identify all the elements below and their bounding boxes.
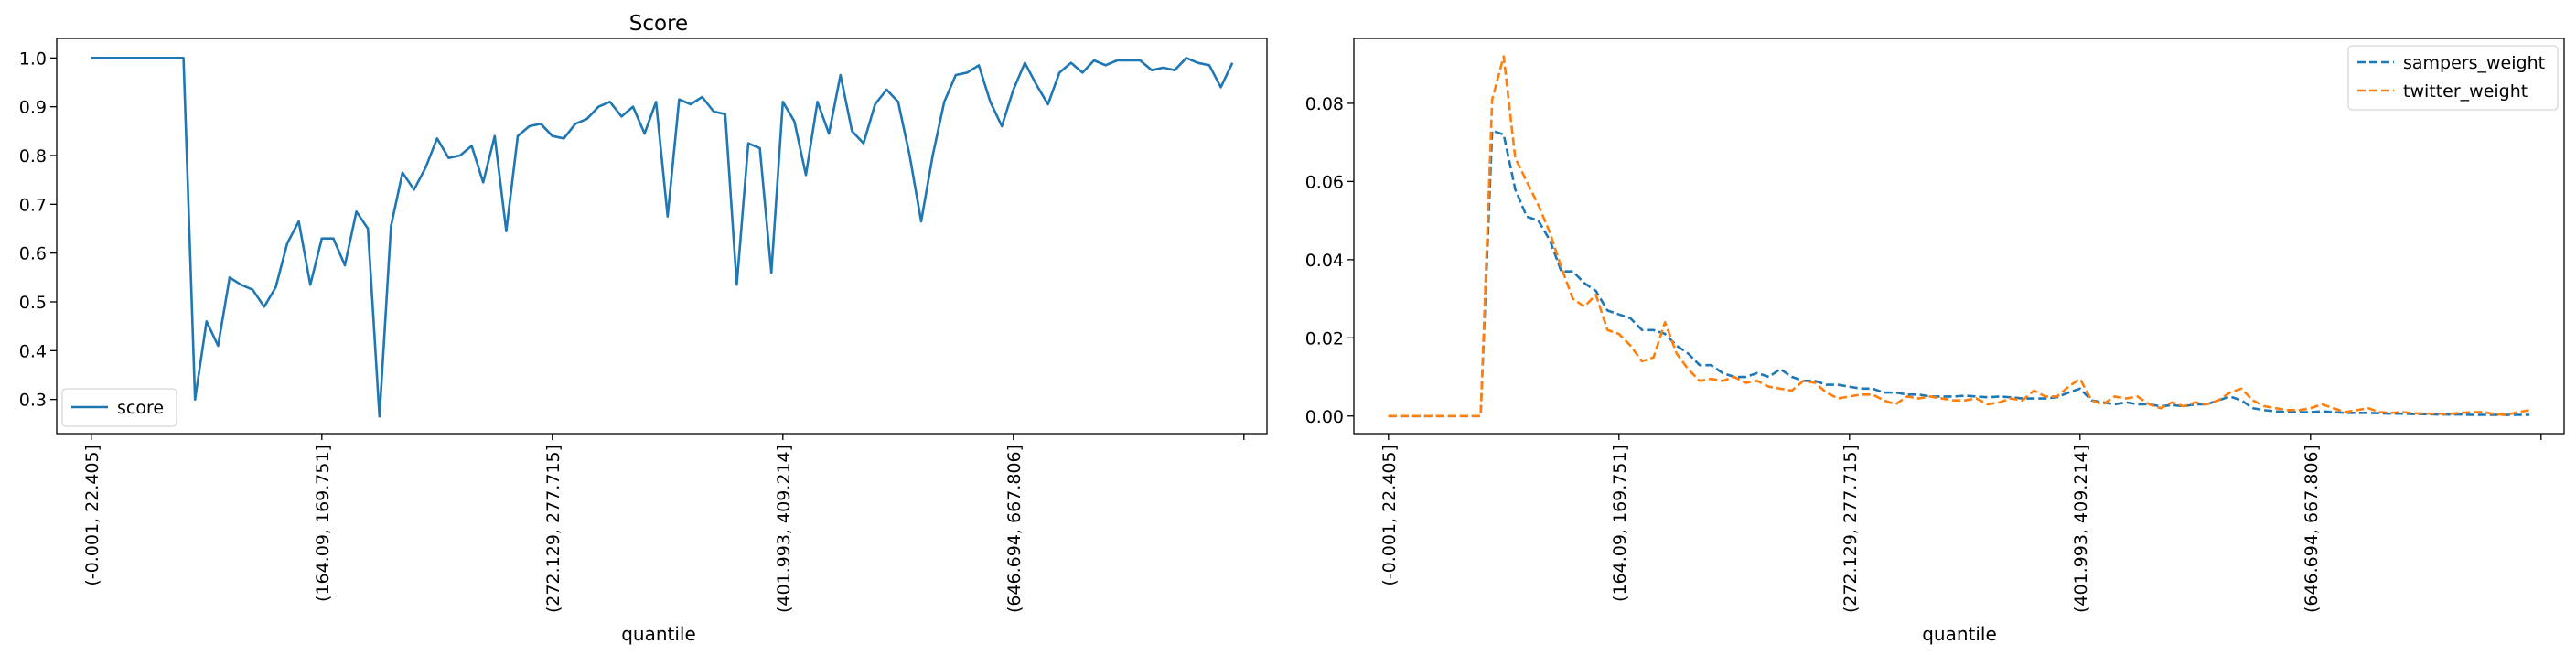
- score-chart-y-tick-label: 0.6: [19, 244, 47, 264]
- weights-chart-x-tick-label: (-0.001, 22.405]: [1379, 445, 1400, 586]
- legend-score-label: score: [117, 398, 164, 418]
- weights-chart-y-tick-label: 0.08: [1305, 94, 1344, 114]
- weights-chart-y-tick-label: 0.04: [1305, 251, 1344, 271]
- weights-chart-y-tick-label: 0.02: [1305, 328, 1344, 349]
- weights-chart-legend: sampers_weight twitter_weight: [2347, 45, 2559, 111]
- score-chart-y-tick-label: 1.0: [19, 48, 47, 69]
- score-chart-legend: score: [61, 388, 177, 427]
- weights-chart-series-sampers_weight-line: [1388, 129, 2530, 418]
- score-chart-title: Score: [629, 12, 688, 36]
- score-chart-y-tick-label: 0.7: [19, 195, 47, 215]
- weights-chart-x-tick-label: (272.129, 277.715]: [1841, 445, 1861, 613]
- score-chart-y-tick-label: 0.3: [19, 391, 47, 411]
- weights-chart-y-axis: 0.00 0.02 0.04 0.06 0.08: [1305, 94, 1354, 427]
- weights-chart-marks: [1388, 55, 2530, 418]
- weights-chart-y-tick-label: 0.06: [1305, 172, 1344, 192]
- score-chart-x-tick-label: (646.694, 667.806]: [1004, 445, 1025, 613]
- score-chart-frame: [56, 38, 1268, 435]
- score-chart-x-tick-label: (164.09, 169.751]: [313, 445, 333, 602]
- weights-chart-frame: [1353, 38, 2565, 435]
- score-chart: Score 0.3 0.4 0.5 0.6 0.7 0.8 0.9 1.0 (-0.001, …: [19, 12, 1268, 645]
- score-chart-y-tick-label: 0.9: [19, 98, 47, 118]
- weights-chart: 0.00 0.02 0.04 0.06 0.08 (-0.001, 22.405] (16…: [1305, 38, 2565, 645]
- score-chart-y-tick-label: 0.4: [19, 341, 47, 361]
- weights-chart-series-twitter_weight-line: [1388, 55, 2530, 418]
- score-chart-x-tick-label: (-0.001, 22.405]: [82, 445, 102, 586]
- score-chart-x-axis-title: quantile: [621, 623, 696, 645]
- weights-chart-x-tick-label: (646.694, 667.806]: [2302, 445, 2322, 613]
- score-chart-x-tick-label: (272.129, 277.715]: [543, 445, 564, 613]
- score-chart-y-tick-label: 0.8: [19, 146, 47, 166]
- legend-twitter-label: twitter_weight: [2403, 81, 2528, 102]
- score-chart-series-score-line: [91, 57, 1234, 418]
- weights-chart-y-tick-label: 0.00: [1305, 407, 1344, 427]
- weights-chart-x-axis-title: quantile: [1922, 623, 1997, 645]
- score-chart-x-axis: (-0.001, 22.405] (164.09, 169.751] (272.12…: [82, 434, 1245, 613]
- legend-sampers-label: sampers_weight: [2403, 53, 2545, 73]
- score-chart-y-tick-label: 0.5: [19, 293, 47, 313]
- weights-chart-x-axis: (-0.001, 22.405] (164.09, 169.751] (272.12…: [1379, 434, 2542, 613]
- score-chart-y-axis: 0.3 0.4 0.5 0.6 0.7 0.8 0.9 1.0: [19, 48, 57, 411]
- weights-chart-x-tick-label: (164.09, 169.751]: [1610, 445, 1630, 602]
- weights-chart-x-tick-label: (401.993, 409.214]: [2071, 445, 2091, 613]
- score-chart-x-tick-label: (401.993, 409.214]: [774, 445, 794, 613]
- score-chart-marks: [91, 57, 1234, 418]
